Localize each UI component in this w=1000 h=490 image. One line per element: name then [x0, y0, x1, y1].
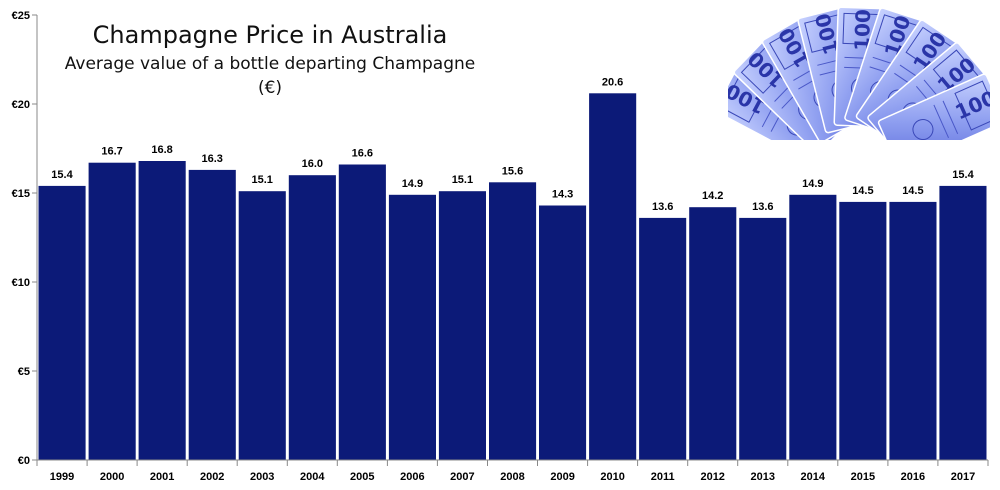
bar-2008: [489, 182, 537, 461]
bar-2015: [839, 201, 887, 460]
banknote-portrait: [912, 119, 934, 140]
data-label-2014: 14.9: [802, 178, 823, 190]
data-label-2009: 14.3: [552, 189, 573, 201]
chart-title: Champagne Price in Australia: [92, 21, 448, 49]
x-tick-label-2005: 2005: [350, 471, 374, 483]
y-tick-label: €5: [18, 366, 30, 378]
bar-2013: [739, 217, 787, 460]
bar-2003: [238, 191, 286, 460]
banknote-line: [942, 100, 959, 134]
bar-2007: [438, 191, 486, 460]
x-tick-label-2010: 2010: [600, 471, 624, 483]
x-tick-label-2014: 2014: [801, 471, 826, 483]
data-label-2000: 16.7: [101, 146, 122, 158]
y-tick-label: €20: [12, 99, 30, 111]
data-label-2013: 13.6: [752, 201, 773, 213]
x-tick-label-2008: 2008: [500, 471, 524, 483]
data-label-2002: 16.3: [201, 153, 222, 165]
data-labels-group: 15.4 16.7 16.8 16.3 15.1 16.0 16.6 14.9 15.1 15.6…: [51, 76, 974, 213]
bar-1999: [38, 185, 86, 460]
x-tick-label-1999: 1999: [50, 471, 74, 483]
y-tick-label: €0: [18, 455, 30, 467]
bar-2009: [539, 205, 587, 460]
bar-2005: [338, 164, 386, 460]
bar-2006: [388, 194, 436, 461]
data-label-2010: 20.6: [602, 76, 623, 88]
x-tick-label-2002: 2002: [200, 471, 224, 483]
bar-2014: [789, 194, 837, 461]
x-tick-label-2012: 2012: [700, 471, 724, 483]
bar-2017: [939, 185, 987, 460]
chart-title-block: Champagne Price in Australia Average val…: [60, 20, 480, 100]
y-tick-label: €25: [12, 10, 30, 22]
data-label-1999: 15.4: [51, 169, 73, 181]
x-tick-label-2013: 2013: [751, 471, 775, 483]
banknote-body: [877, 73, 990, 140]
bar-2010: [589, 93, 637, 461]
data-label-2007: 15.1: [452, 174, 473, 186]
data-label-2005: 16.6: [352, 148, 373, 160]
data-label-2011: 13.6: [652, 201, 673, 213]
x-axis: 1999 2000 2001 2002 2003 2004 2005 2006 2007 2008…: [36, 459, 989, 483]
data-label-2015: 14.5: [852, 185, 873, 197]
x-tick-label-2007: 2007: [450, 471, 474, 483]
x-tick-label-2017: 2017: [951, 471, 975, 483]
data-label-2003: 15.1: [251, 174, 272, 186]
x-tick-label-2006: 2006: [400, 471, 424, 483]
x-tick-label-2004: 2004: [300, 471, 325, 483]
data-label-2012: 14.2: [702, 190, 723, 202]
banknote: 100: [877, 73, 990, 140]
x-tick-label-2015: 2015: [851, 471, 875, 483]
data-label-2016: 14.5: [902, 185, 923, 197]
bar-2011: [639, 217, 687, 460]
data-label-2008: 15.6: [502, 165, 523, 177]
bar-2000: [88, 162, 136, 460]
banknote-line: [933, 104, 949, 139]
x-tick-label-2011: 2011: [651, 471, 675, 483]
y-tick-label: €10: [12, 277, 30, 289]
x-tick-label-2000: 2000: [100, 471, 124, 483]
data-label-2017: 15.4: [952, 169, 974, 181]
x-tick-label-2003: 2003: [250, 471, 274, 483]
y-tick-label: €15: [12, 188, 30, 200]
bar-2001: [138, 161, 186, 460]
x-tick-label-2009: 2009: [550, 471, 574, 483]
x-tick-label-2016: 2016: [901, 471, 925, 483]
data-label-2001: 16.8: [151, 144, 172, 156]
bar-2002: [188, 169, 236, 460]
banknote-frame: [954, 80, 990, 131]
data-label-2006: 14.9: [402, 178, 423, 190]
bars-group: [38, 93, 987, 461]
chart-subtitle: Average value of a bottle departing Cham…: [64, 54, 476, 98]
y-axis: €0 €5 €10 €15 €20 €25: [12, 10, 38, 467]
x-tick-label-2001: 2001: [150, 471, 174, 483]
bar-2012: [689, 207, 737, 460]
bar-2016: [889, 201, 937, 460]
bar-2004: [288, 175, 336, 460]
data-label-2004: 16.0: [302, 158, 323, 170]
